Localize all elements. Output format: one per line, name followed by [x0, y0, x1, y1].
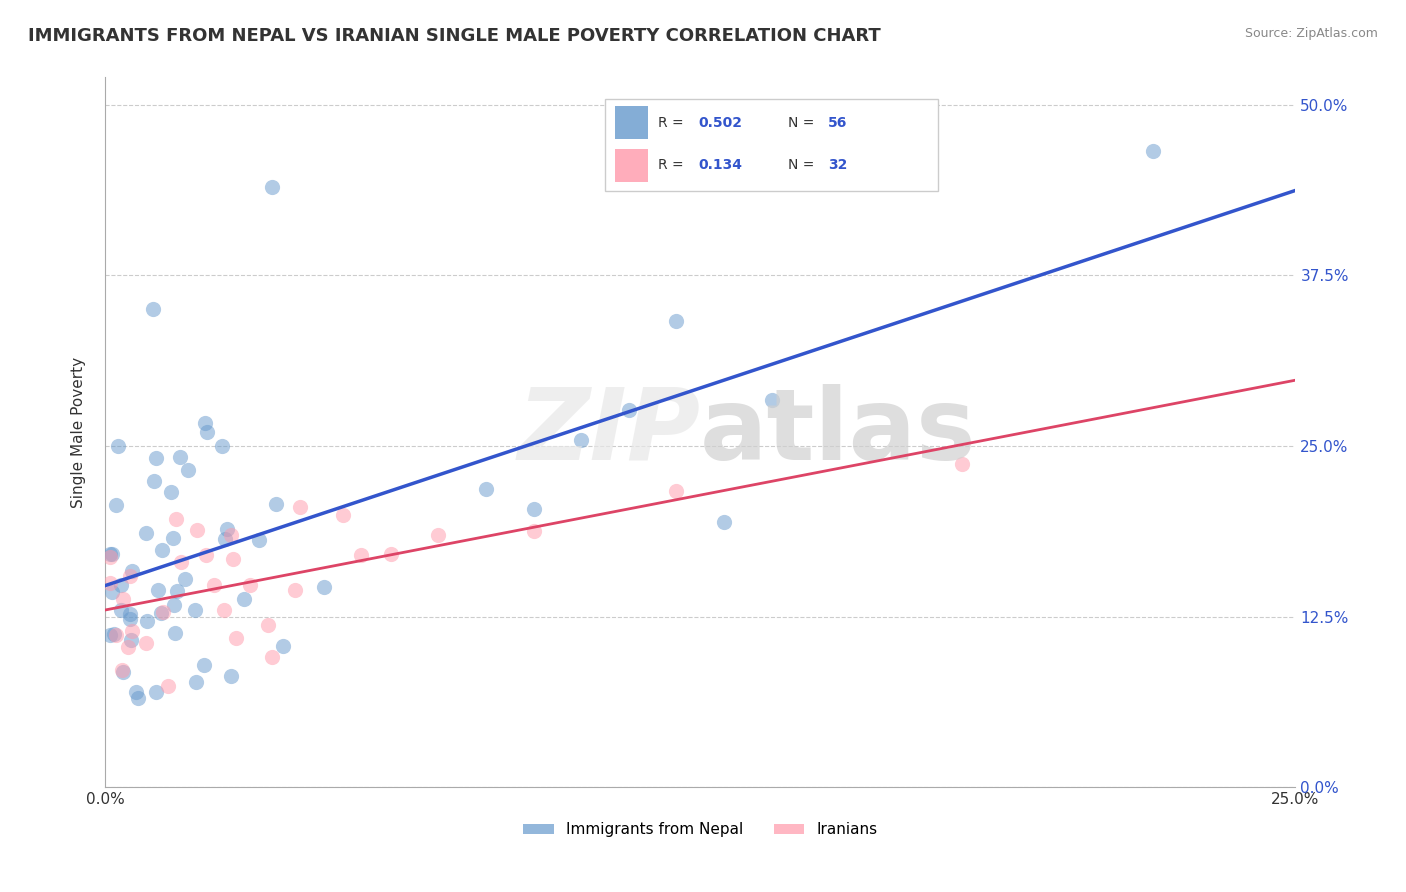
- Legend: Immigrants from Nepal, Iranians: Immigrants from Nepal, Iranians: [517, 816, 883, 843]
- Point: [98, 628, 121, 642]
- Point: [174, 572, 197, 586]
- Text: Source: ZipAtlas.com: Source: ZipAtlas.com: [1244, 27, 1378, 40]
- Point: [135, 526, 157, 541]
- Point: [162, 531, 184, 545]
- Point: [350, 548, 373, 562]
- Point: [176, 462, 198, 476]
- Point: [256, 618, 278, 632]
- Point: [264, 497, 287, 511]
- Point: [247, 533, 270, 547]
- Point: [713, 515, 735, 529]
- Point: [1142, 144, 1164, 158]
- Point: [120, 632, 142, 647]
- Point: [169, 450, 191, 464]
- Point: [186, 523, 208, 537]
- Point: [194, 416, 217, 430]
- Text: atlas: atlas: [700, 384, 977, 481]
- Point: [100, 547, 122, 561]
- Point: [212, 603, 235, 617]
- Point: [665, 484, 688, 499]
- Point: [142, 302, 165, 317]
- Point: [219, 669, 242, 683]
- Point: [121, 624, 143, 639]
- Point: [159, 484, 181, 499]
- Point: [569, 433, 592, 447]
- Point: [239, 578, 262, 592]
- Point: [219, 528, 242, 542]
- Point: [217, 522, 239, 536]
- Point: [312, 580, 335, 594]
- Point: [135, 636, 157, 650]
- Point: [195, 425, 218, 439]
- Point: [145, 450, 167, 465]
- Point: [475, 482, 498, 496]
- Text: IMMIGRANTS FROM NEPAL VS IRANIAN SINGLE MALE POVERTY CORRELATION CHART: IMMIGRANTS FROM NEPAL VS IRANIAN SINGLE …: [28, 27, 882, 45]
- Y-axis label: Single Male Poverty: Single Male Poverty: [72, 357, 86, 508]
- Point: [98, 548, 121, 562]
- Point: [143, 474, 166, 488]
- Point: [165, 625, 187, 640]
- Point: [665, 314, 688, 328]
- Point: [186, 674, 208, 689]
- Point: [112, 665, 135, 680]
- Point: [262, 650, 284, 665]
- Point: [150, 543, 173, 558]
- Point: [156, 679, 179, 693]
- Point: [110, 577, 132, 591]
- Point: [117, 640, 139, 654]
- Point: [522, 501, 544, 516]
- Point: [120, 569, 142, 583]
- Point: [194, 549, 217, 563]
- Point: [125, 685, 148, 699]
- Point: [202, 578, 225, 592]
- Point: [110, 602, 132, 616]
- Point: [98, 549, 121, 564]
- Point: [273, 639, 295, 653]
- Point: [111, 663, 134, 677]
- Point: [98, 576, 121, 591]
- Point: [427, 527, 450, 541]
- Point: [118, 607, 141, 622]
- Point: [260, 179, 283, 194]
- Point: [149, 606, 172, 620]
- Point: [135, 614, 157, 628]
- Point: [211, 439, 233, 453]
- Point: [284, 582, 307, 597]
- Point: [107, 438, 129, 452]
- Point: [121, 564, 143, 578]
- Point: [232, 592, 254, 607]
- Point: [104, 628, 127, 642]
- Point: [214, 532, 236, 546]
- Point: [950, 457, 973, 471]
- Point: [104, 498, 127, 512]
- Point: [761, 393, 783, 408]
- Point: [103, 627, 125, 641]
- Point: [163, 598, 186, 612]
- Point: [112, 591, 135, 606]
- Text: ZIP: ZIP: [517, 384, 700, 481]
- Point: [380, 547, 402, 561]
- Point: [222, 551, 245, 566]
- Point: [290, 500, 312, 514]
- Point: [170, 555, 193, 569]
- Point: [145, 685, 167, 699]
- Point: [522, 524, 544, 538]
- Point: [127, 691, 149, 706]
- Point: [146, 582, 169, 597]
- Point: [183, 603, 205, 617]
- Point: [166, 584, 188, 599]
- Point: [193, 658, 215, 673]
- Point: [165, 512, 187, 526]
- Point: [100, 585, 122, 599]
- Point: [225, 631, 247, 645]
- Point: [617, 403, 640, 417]
- Point: [152, 605, 174, 619]
- Point: [332, 508, 354, 523]
- Point: [120, 612, 142, 626]
